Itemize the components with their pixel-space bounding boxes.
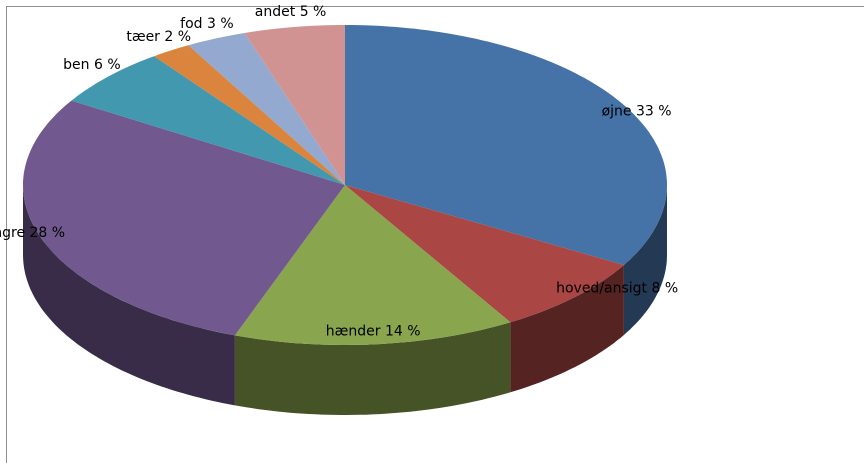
label-category: andet: [255, 4, 296, 20]
label-value: 5 %: [300, 4, 327, 20]
data-label: hænder 14 %: [326, 324, 421, 340]
data-label: tæer 2 %: [126, 29, 191, 45]
label-value: 6 %: [94, 57, 121, 73]
slice-side: [23, 185, 235, 406]
data-label: ben 6 %: [63, 57, 121, 73]
label-category: tæer: [126, 29, 160, 45]
label-category: hoved/ansigt: [556, 280, 647, 296]
label-value: 2 %: [164, 29, 191, 45]
label-value: 3 %: [207, 16, 234, 32]
label-category: ben: [63, 57, 89, 73]
slice: [23, 100, 345, 336]
label-value: 14 %: [385, 324, 421, 340]
data-label: fod 3 %: [180, 16, 234, 32]
label-value: 33 %: [636, 103, 672, 119]
label-value: 8 %: [652, 280, 679, 296]
slice-side: [234, 322, 511, 415]
label-value: 28 %: [30, 225, 66, 241]
slice: [345, 185, 624, 323]
data-label: andet 5 %: [255, 4, 327, 20]
slice: [154, 45, 345, 186]
label-category: øjne: [602, 103, 632, 119]
data-label: fingre 28 %: [0, 225, 65, 241]
slice-side: [623, 185, 667, 335]
slice: [71, 56, 346, 186]
slice: [188, 33, 345, 185]
data-label: hoved/ansigt 8 %: [556, 280, 678, 296]
label-category: fod: [180, 16, 202, 32]
label-category: fingre: [0, 225, 25, 241]
slice-side: [510, 265, 624, 393]
slice: [244, 25, 345, 185]
label-category: hænder: [326, 324, 381, 340]
slice: [345, 25, 667, 265]
data-label: øjne 33 %: [602, 103, 672, 119]
slice: [234, 185, 511, 345]
